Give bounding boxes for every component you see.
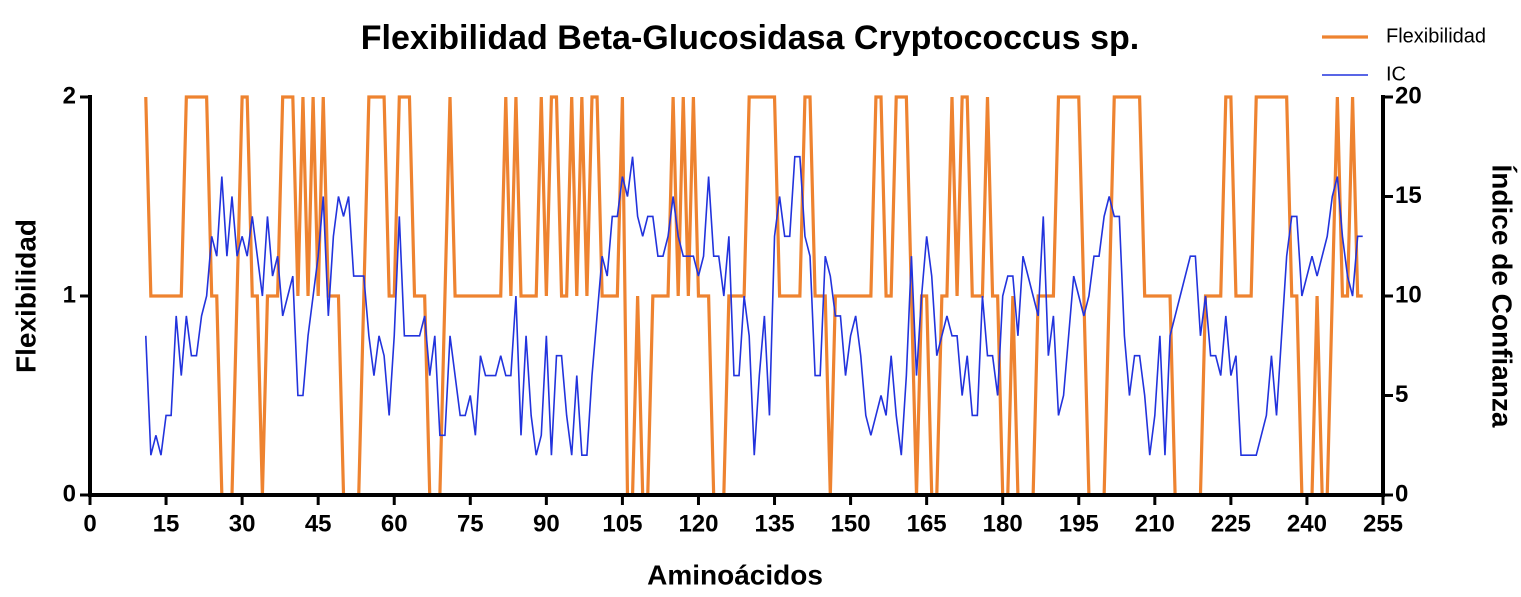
legend-label: IC bbox=[1386, 63, 1406, 85]
y2-tick-label: 10 bbox=[1395, 281, 1422, 308]
x-tick-label: 255 bbox=[1363, 510, 1403, 537]
x-tick-label: 240 bbox=[1287, 510, 1327, 537]
x-tick-label: 165 bbox=[907, 510, 947, 537]
x-axis-title: Aminoácidos bbox=[647, 559, 823, 590]
x-tick-label: 15 bbox=[153, 510, 180, 537]
series-line bbox=[144, 155, 1363, 457]
y-axis-title: Flexibilidad bbox=[10, 219, 41, 373]
x-tick-label: 45 bbox=[305, 510, 332, 537]
x-tick-label: 150 bbox=[831, 510, 871, 537]
y-tick-label: 0 bbox=[63, 480, 76, 507]
x-tick-label: 225 bbox=[1211, 510, 1251, 537]
x-tick-label: 60 bbox=[381, 510, 408, 537]
x-tick-label: 120 bbox=[678, 510, 718, 537]
x-tick-label: 0 bbox=[83, 510, 96, 537]
x-tick-label: 180 bbox=[983, 510, 1023, 537]
x-tick-label: 195 bbox=[1059, 510, 1099, 537]
chart-title: Flexibilidad Beta-Glucosidasa Cryptococc… bbox=[361, 19, 1139, 57]
y2-tick-label: 0 bbox=[1395, 480, 1408, 507]
y2-tick-label: 20 bbox=[1395, 82, 1422, 109]
y2-axis-title: Índice de Confianza bbox=[1487, 165, 1518, 428]
y2-tick-label: 5 bbox=[1395, 381, 1408, 408]
x-tick-label: 90 bbox=[533, 510, 560, 537]
x-tick-label: 210 bbox=[1135, 510, 1175, 537]
y-tick-label: 2 bbox=[63, 82, 76, 109]
y2-tick-label: 15 bbox=[1395, 182, 1422, 209]
x-tick-label: 135 bbox=[755, 510, 795, 537]
y-tick-label: 1 bbox=[63, 281, 76, 308]
x-tick-label: 105 bbox=[602, 510, 642, 537]
x-tick-label: 30 bbox=[229, 510, 256, 537]
x-tick-label: 75 bbox=[457, 510, 484, 537]
legend-label: Flexibilidad bbox=[1386, 25, 1486, 47]
